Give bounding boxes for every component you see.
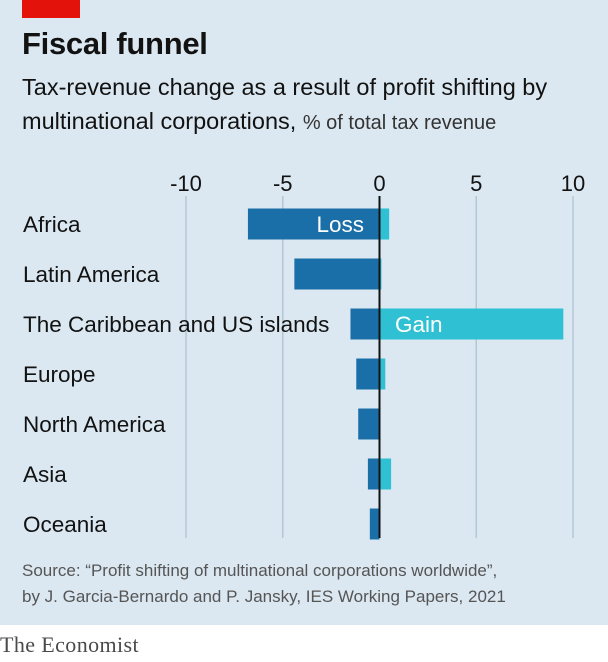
subtitle-text: Tax-revenue change as a result of profit… — [22, 74, 548, 134]
economist-logo: The Economist — [0, 632, 140, 657]
source-note: Source: “Profit shifting of multinationa… — [22, 558, 506, 610]
loss-bar — [350, 308, 380, 340]
category-label: Asia — [23, 462, 67, 487]
series-label-loss: Loss — [316, 212, 364, 237]
chart-title: Fiscal funnel — [22, 26, 208, 61]
x-tick-label: -10 — [170, 171, 202, 196]
loss-bar — [358, 408, 380, 440]
subtitle-unit: % of total tax revenue — [302, 112, 497, 134]
source-line-1: Source: “Profit shifting of multinationa… — [22, 561, 498, 580]
gain-bar — [379, 208, 390, 240]
bar-chart: -10 -5 0 5 10 Africa Latin America The Caribbea… — [23, 171, 585, 540]
source-line-2: by J. Garcia-Bernardo and P. Jansky, IES… — [22, 587, 506, 606]
category-label: The Caribbean and US islands — [23, 312, 329, 337]
loss-bar — [247, 208, 380, 240]
gain-bar — [379, 358, 386, 390]
loss-bar — [367, 458, 380, 490]
category-label: North America — [23, 412, 166, 437]
category-label: Africa — [23, 212, 81, 237]
chart-subtitle: Tax-revenue change as a result of profit… — [22, 70, 597, 140]
category-label: Europe — [23, 362, 96, 387]
gain-bar — [379, 308, 564, 340]
x-tick-label: 5 — [470, 171, 482, 196]
x-tick-label: 10 — [561, 171, 585, 196]
gain-bar — [379, 458, 392, 490]
category-label: Latin America — [23, 262, 160, 287]
x-tick-label: -5 — [273, 171, 293, 196]
x-tick-label: 0 — [373, 171, 385, 196]
series-label-gain: Gain — [395, 312, 443, 337]
category-label: Oceania — [23, 512, 107, 537]
loss-bar — [294, 258, 380, 290]
loss-bar — [369, 508, 380, 540]
loss-bar — [356, 358, 380, 390]
brand-red-tag — [22, 0, 80, 18]
